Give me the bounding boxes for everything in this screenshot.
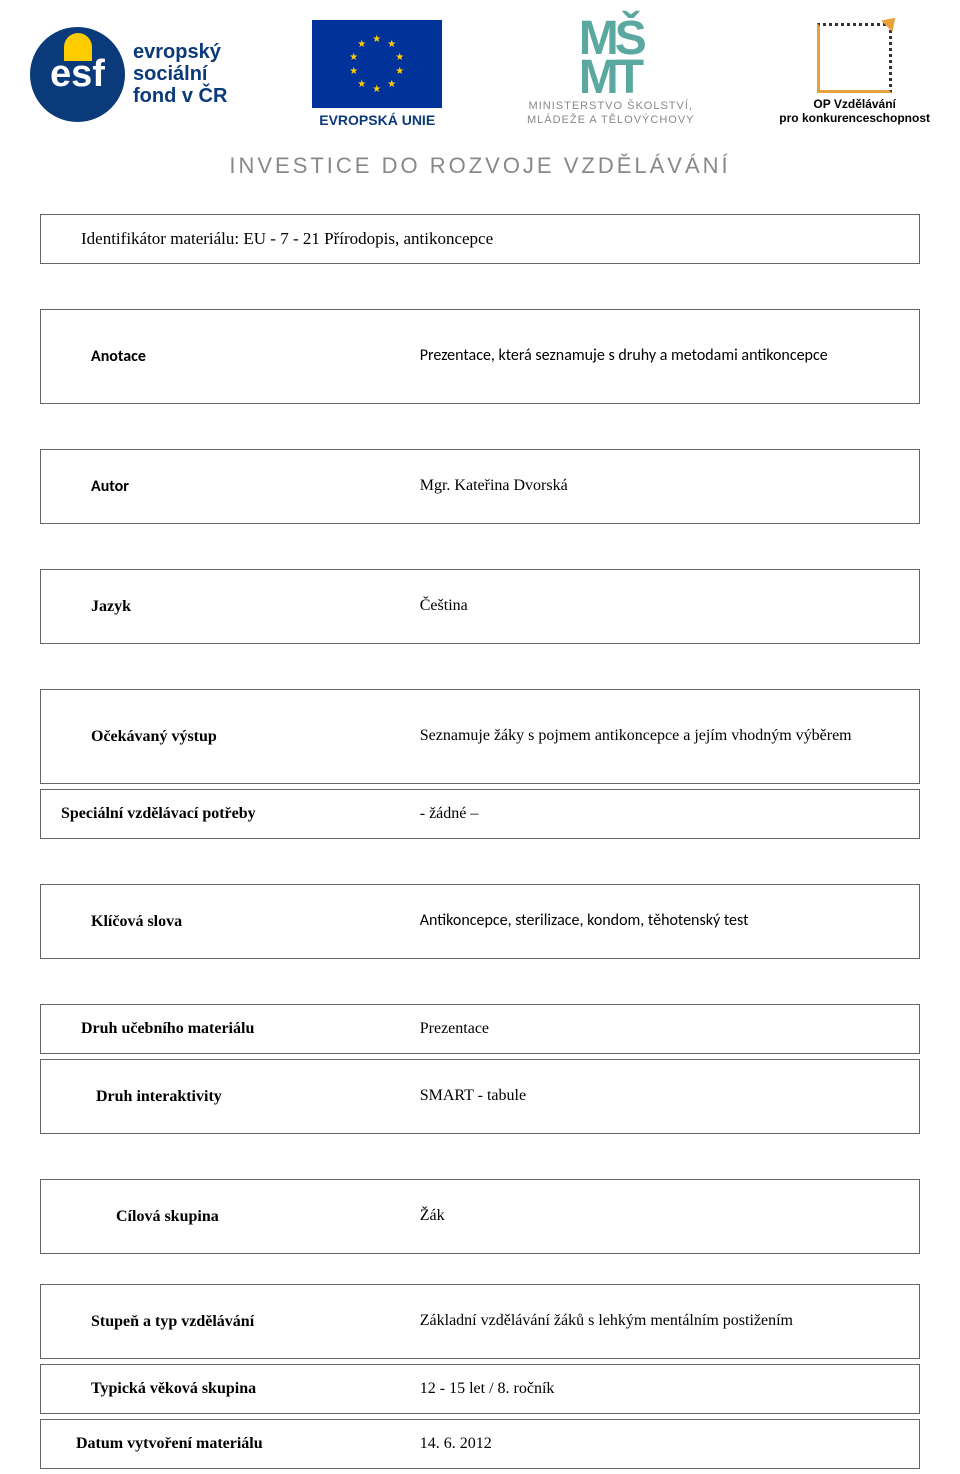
value-druh-interaktivity: SMART - tabule [410, 1060, 919, 1133]
title-row: Identifikátor materiálu: EU - 7 - 21 Pří… [40, 214, 920, 264]
op-line1: OP Vzdělávání [813, 97, 895, 111]
label-druh-materialu: Druh učebního materiálu [41, 1005, 410, 1053]
label-vystup: Očekávaný výstup [41, 690, 410, 783]
msmt-line1: MINISTERSTVO ŠKOLSTVÍ, [527, 99, 695, 113]
value-druh-materialu: Prezentace [410, 1005, 919, 1053]
header-logo-strip: esf evropský sociální fond v ČR ★ ★ ★ ★ … [0, 0, 960, 138]
row-vekova: Typická věková skupina 12 - 15 let / 8. … [40, 1364, 920, 1414]
row-anotace: Anotace Prezentace, která seznamuje s dr… [40, 309, 920, 404]
esf-circle-icon: esf [30, 27, 125, 122]
row-potreby: Speciální vzdělávací potřeby - žádné – [40, 789, 920, 839]
row-klicova: Klíčová slova Antikoncepce, sterilizace,… [40, 884, 920, 959]
value-vystup: Seznamuje žáky s pojmem antikoncepce a j… [410, 690, 919, 783]
content-area: Identifikátor materiálu: EU - 7 - 21 Pří… [0, 214, 960, 1469]
label-datum: Datum vytvoření materiálu [41, 1420, 410, 1468]
row-stupen: Stupeň a typ vzdělávání Základní vzděláv… [40, 1284, 920, 1359]
value-autor: Mgr. Kateřina Dvorská [410, 450, 919, 523]
label-jazyk: Jazyk [41, 570, 410, 643]
row-druh-materialu: Druh učebního materiálu Prezentace [40, 1004, 920, 1054]
eu-label: EVROPSKÁ UNIE [319, 112, 435, 128]
op-logo: OP Vzdělávání pro konkurenceschopnost [779, 23, 930, 126]
esf-label-line2: sociální [133, 63, 227, 85]
eu-logo: ★ ★ ★ ★ ★ ★ ★ ★ ★ ★ EVROPSKÁ UNIE [312, 20, 442, 128]
label-anotace: Anotace [41, 310, 410, 403]
esf-label-line1: evropský [133, 41, 227, 63]
esf-label-line3: fond v ČR [133, 85, 227, 107]
row-cilova: Cílová skupina Žák [40, 1179, 920, 1254]
label-potreby: Speciální vzdělávací potřeby [41, 790, 410, 838]
label-stupen: Stupeň a typ vzdělávání [41, 1285, 410, 1358]
msmt-line2: MLÁDEŽE A TĚLOVÝCHOVY [527, 113, 695, 127]
op-text: OP Vzdělávání pro konkurenceschopnost [779, 97, 930, 126]
row-druh-interaktivity: Druh interaktivity SMART - tabule [40, 1059, 920, 1134]
value-klicova: Antikoncepce, sterilizace, kondom, těhot… [410, 885, 919, 958]
op-line2: pro konkurenceschopnost [779, 111, 930, 125]
eu-flag-icon: ★ ★ ★ ★ ★ ★ ★ ★ ★ ★ [312, 20, 442, 108]
value-cilova: Žák [410, 1180, 919, 1253]
msmt-logo: MŠMT MINISTERSTVO ŠKOLSTVÍ, MLÁDEŽE A TĚ… [527, 20, 695, 127]
value-stupen: Základní vzdělávání žáků s lehkým mentál… [410, 1285, 919, 1358]
label-cilova: Cílová skupina [41, 1180, 410, 1253]
op-square-icon [817, 23, 892, 93]
value-jazyk: Čeština [410, 570, 919, 643]
row-autor: Autor Mgr. Kateřina Dvorská [40, 449, 920, 524]
value-vekova: 12 - 15 let / 8. ročník [410, 1365, 919, 1413]
msmt-text: MINISTERSTVO ŠKOLSTVÍ, MLÁDEŽE A TĚLOVÝC… [527, 99, 695, 128]
title-text: Identifikátor materiálu: EU - 7 - 21 Pří… [81, 229, 493, 248]
label-druh-interaktivity: Druh interaktivity [41, 1060, 410, 1133]
label-autor: Autor [41, 450, 410, 523]
row-datum: Datum vytvoření materiálu 14. 6. 2012 [40, 1419, 920, 1469]
esf-label: evropský sociální fond v ČR [133, 41, 227, 107]
value-datum: 14. 6. 2012 [410, 1420, 919, 1468]
label-klicova: Klíčová slova [41, 885, 410, 958]
msmt-icon: MŠMT [579, 20, 643, 97]
label-vekova: Typická věková skupina [41, 1365, 410, 1413]
row-jazyk: Jazyk Čeština [40, 569, 920, 644]
row-vystup: Očekávaný výstup Seznamuje žáky s pojmem… [40, 689, 920, 784]
value-potreby: - žádné – [410, 790, 919, 838]
esf-logo: esf evropský sociální fond v ČR [30, 27, 227, 122]
tagline: INVESTICE DO ROZVOJE VZDĚLÁVÁNÍ [0, 153, 960, 179]
value-anotace: Prezentace, která seznamuje s druhy a me… [410, 310, 919, 403]
